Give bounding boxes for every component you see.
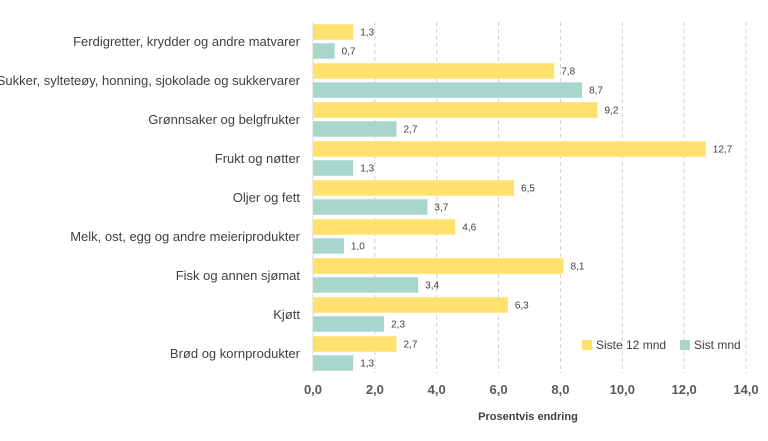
bar [313, 82, 583, 98]
data-label: 8,7 [589, 86, 603, 97]
data-label: 1,0 [351, 242, 365, 253]
category-label: Oljer og fett [233, 190, 301, 205]
bar [313, 24, 354, 40]
category-label: Grønnsaker og belgfrukter [148, 112, 300, 127]
legend-swatch-siste-12-mnd [582, 340, 592, 350]
bar [313, 102, 598, 118]
bar [313, 121, 397, 137]
bar [313, 63, 555, 79]
data-label: 6,5 [521, 184, 535, 195]
bar [313, 160, 354, 176]
data-label: 3,7 [434, 203, 448, 214]
bars-group: 1,3 0,7 7,8 8,79,2 2,7 12,7 1,3 6,5 3,7 4,6 1,0 8,1… [313, 24, 733, 371]
grid-lines [312, 22, 747, 373]
bar [313, 219, 456, 235]
data-label: 1,3 [360, 359, 374, 370]
legend-label-sist-mnd: Sist mnd [694, 338, 741, 352]
x-tick-label: 12,0 [671, 382, 696, 397]
data-label: 0,7 [342, 47, 356, 58]
category-label: Sukker, sylteteøy, honning, sjokolade og… [0, 73, 301, 88]
bar [313, 141, 706, 157]
bar [313, 258, 564, 274]
data-label: 4,6 [462, 223, 476, 234]
x-tick-label: 4,0 [428, 382, 446, 397]
x-tick-label: 2,0 [366, 382, 384, 397]
data-label: 2,7 [404, 340, 418, 351]
bar [313, 199, 428, 215]
data-label: 2,7 [404, 125, 418, 136]
data-label: 3,4 [425, 281, 439, 292]
x-tick-label: 0,0 [304, 382, 322, 397]
bar [313, 336, 397, 352]
category-label: Ferdigretter, krydder og andre matvarer [73, 34, 301, 49]
bar [313, 355, 354, 371]
x-tick-labels: 0,0 2,0 4,0 6,0 8,0 10,0 12,0 14,0 [304, 382, 759, 397]
bar [313, 277, 419, 293]
legend: Siste 12 mnd Sist mnd [582, 338, 741, 352]
data-label: 1,3 [360, 164, 374, 175]
category-label: Brød og kornprodukter [170, 346, 301, 361]
data-label: 2,3 [391, 320, 405, 331]
x-tick-label: 14,0 [733, 382, 758, 397]
data-label: 9,2 [605, 106, 619, 117]
bar [313, 297, 508, 313]
data-label: 1,3 [360, 28, 374, 39]
data-label: 8,1 [571, 262, 585, 273]
data-label: 12,7 [713, 145, 733, 156]
category-labels: Ferdigretter, krydder og andre matvarer S… [0, 34, 301, 361]
data-label: 7,8 [561, 67, 575, 78]
category-label: Frukt og nøtter [215, 151, 301, 166]
legend-label-siste-12-mnd: Siste 12 mnd [596, 338, 666, 352]
legend-swatch-sist-mnd [680, 340, 690, 350]
data-label: 6,3 [515, 301, 529, 312]
bar [313, 180, 515, 196]
bar [313, 316, 385, 332]
x-tick-label: 10,0 [610, 382, 635, 397]
x-axis-title: Prosentvis endring [478, 411, 578, 423]
category-label: Melk, ost, egg og andre meieriprodukter [70, 229, 300, 244]
category-label: Fisk og annen sjømat [176, 268, 301, 283]
category-label: Kjøtt [273, 307, 300, 322]
x-tick-label: 8,0 [551, 382, 569, 397]
x-tick-label: 6,0 [490, 382, 508, 397]
bar [313, 238, 344, 254]
bar [313, 43, 335, 59]
